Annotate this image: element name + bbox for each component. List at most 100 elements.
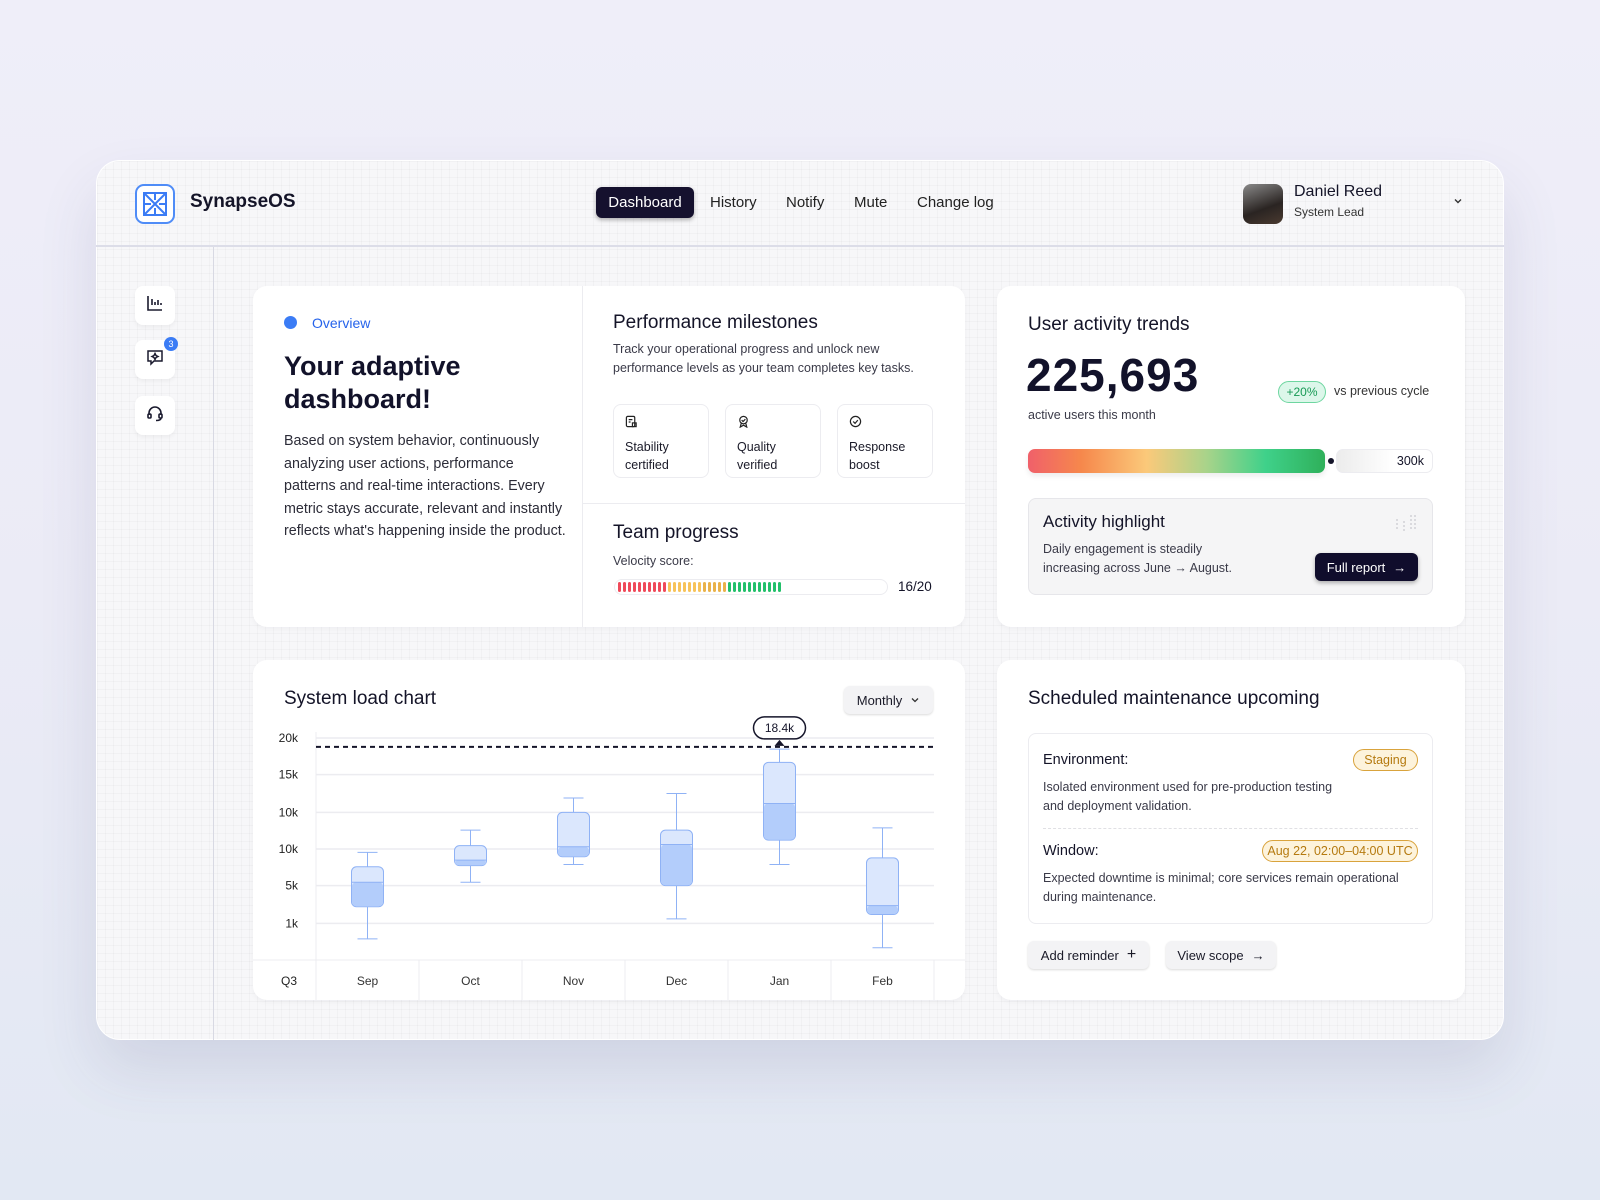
velocity-segment: [688, 582, 691, 592]
window-label: Window:: [1043, 843, 1099, 859]
arrow-right-icon: →: [1393, 559, 1407, 575]
window-text: Expected downtime is minimal; core servi…: [1043, 871, 1399, 904]
velocity-segment: [638, 582, 641, 592]
badge-check-icon: [849, 415, 862, 432]
add-reminder-label: Add reminder: [1040, 947, 1119, 963]
velocity-segment: [733, 582, 736, 592]
maintenance-title: Scheduled maintenance upcoming: [1028, 688, 1320, 709]
sidebar-item-analytics[interactable]: [135, 286, 175, 325]
activity-progress-bar: [1028, 449, 1325, 473]
velocity-bar: [614, 579, 888, 595]
x-tick-label: Feb: [872, 974, 893, 988]
active-users-caption: active users this month: [1028, 408, 1156, 422]
velocity-segment: [618, 582, 621, 592]
environment-badge: Staging: [1353, 749, 1418, 771]
team-progress-title: Team progress: [613, 522, 739, 543]
view-scope-button[interactable]: View scope →: [1166, 941, 1276, 969]
box: [557, 811, 590, 858]
overview-card: [253, 286, 965, 627]
sidebar-divider: [213, 247, 214, 1040]
environment-label: Environment:: [1043, 752, 1129, 768]
avatar[interactable]: [1243, 184, 1283, 224]
velocity-segment: [683, 582, 686, 592]
velocity-segment: [663, 582, 666, 592]
system-load-card: [253, 660, 965, 1000]
x-tick-label: Jan: [770, 974, 789, 988]
change-caption: vs previous cycle: [1334, 384, 1430, 398]
header-divider: [96, 245, 1504, 247]
plus-icon: +: [1126, 946, 1137, 963]
y-tick-label: 15k: [279, 768, 299, 782]
environment-text: Isolated environment used for pre-produc…: [1043, 780, 1333, 813]
velocity-segment: [768, 582, 771, 592]
velocity-segment: [728, 582, 731, 592]
full-report-button[interactable]: Full report →: [1315, 553, 1418, 581]
nav-dashboard[interactable]: Dashboard: [596, 187, 694, 218]
brand-name: SynapseOS: [190, 191, 296, 212]
change-badge: +20%: [1278, 381, 1326, 403]
window-badge: Aug 22, 02:00–04:00 UTC: [1262, 840, 1418, 862]
velocity-score: 16/20: [898, 579, 932, 594]
card-divider: [582, 286, 583, 627]
milestone-tile[interactable]: Response boost: [837, 404, 933, 478]
bar-chart-icon: [146, 294, 164, 317]
headset-icon: [146, 404, 164, 427]
activity-title: User activity trends: [1028, 314, 1190, 335]
arrow-right-icon: →: [1251, 947, 1265, 963]
overview-tag[interactable]: Overview: [312, 315, 371, 331]
notification-badge: 3: [164, 337, 178, 351]
overview-dot-icon: [284, 316, 297, 329]
x-tick-label: Nov: [563, 974, 584, 988]
highlight-text: Daily engagement is steadily increasing …: [1043, 542, 1232, 575]
milestone-label: Response boost: [849, 440, 906, 472]
velocity-segment: [748, 582, 751, 592]
add-reminder-button[interactable]: Add reminder +: [1028, 941, 1149, 969]
nav-history[interactable]: History: [710, 194, 757, 211]
nav-change-log[interactable]: Change log: [917, 194, 994, 211]
user-role: System Lead: [1294, 205, 1365, 219]
nav-notify[interactable]: Notify: [786, 194, 825, 211]
milestone-tile[interactable]: Quality verified: [725, 404, 821, 478]
sidebar-item-support[interactable]: [135, 396, 175, 435]
velocity-segment: [713, 582, 716, 592]
milestones-description: Track your operational progress and unlo…: [613, 342, 914, 375]
period-label: Q3: [281, 974, 297, 988]
velocity-segment: [708, 582, 711, 592]
velocity-segment: [763, 582, 766, 592]
chart-title: System load chart: [284, 688, 437, 709]
y-tick-label: 20k: [279, 731, 299, 745]
x-tick-label: Dec: [666, 974, 687, 988]
velocity-segment: [718, 582, 721, 592]
x-tick-label: Oct: [461, 974, 480, 988]
milestone-tile[interactable]: Stability certified: [613, 404, 709, 478]
period-select[interactable]: Monthly: [844, 686, 933, 714]
progress-marker: [1328, 458, 1334, 464]
overview-description: Based on system behavior, continuously a…: [284, 433, 566, 539]
velocity-segment: [778, 582, 781, 592]
page-title: Your adaptive dashboard!: [284, 351, 461, 414]
box-lower-half: [352, 882, 383, 907]
box-lower-half: [455, 860, 486, 866]
milestone-label: Stability certified: [625, 440, 669, 472]
box-lower-half: [661, 844, 692, 886]
certificate-icon: [625, 415, 638, 432]
y-tick-label: 10k: [279, 842, 299, 856]
chevron-down-icon[interactable]: [1452, 194, 1464, 212]
logo-icon[interactable]: [135, 184, 175, 224]
x-tick-label: Sep: [357, 974, 379, 988]
velocity-segment: [693, 582, 696, 592]
highlight-title: Activity highlight: [1043, 512, 1165, 531]
box-lower-half: [764, 803, 795, 840]
velocity-segment: [753, 582, 756, 592]
velocity-segment: [648, 582, 651, 592]
velocity-segment: [743, 582, 746, 592]
velocity-segment: [673, 582, 676, 592]
velocity-segment: [678, 582, 681, 592]
velocity-segment: [773, 582, 776, 592]
details-divider: [1043, 828, 1418, 829]
velocity-segment: [658, 582, 661, 592]
velocity-segment: [668, 582, 671, 592]
velocity-segment: [653, 582, 656, 592]
nav-mute[interactable]: Mute: [854, 194, 888, 211]
user-name: Daniel Reed: [1294, 183, 1383, 200]
